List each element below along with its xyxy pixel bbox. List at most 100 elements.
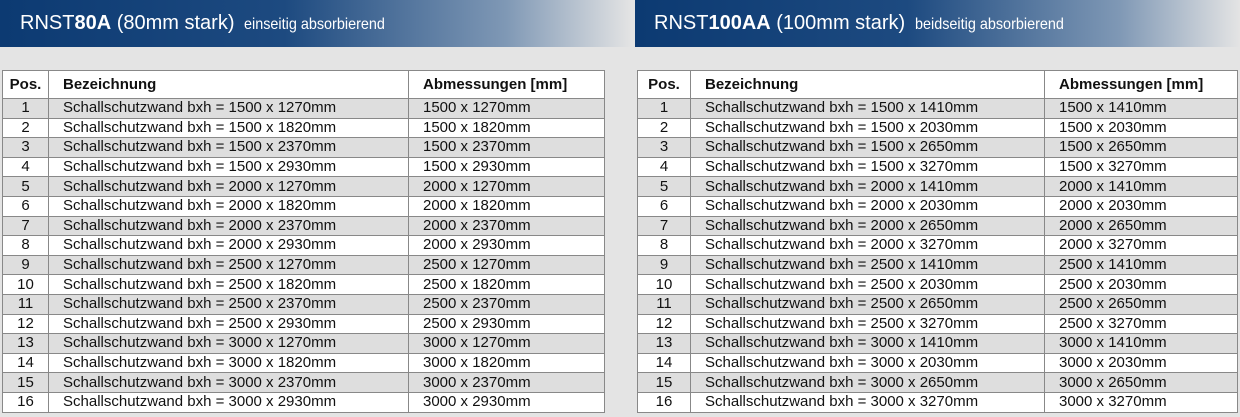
cell-name: Schallschutzwand bxh = 3000 x 1270mm	[48, 333, 409, 354]
cell-dims: 2500 x 2930mm	[408, 313, 605, 335]
header-pos: Pos.	[2, 70, 49, 99]
cell-dims: 2000 x 3270mm	[1044, 235, 1238, 256]
cell-name: Schallschutzwand bxh = 3000 x 2370mm	[48, 372, 409, 393]
title-model: 80A	[74, 12, 112, 34]
cell-pos: 1	[637, 98, 691, 119]
table-row: 14 Schallschutzwand bxh = 3000 x 1820mm 30…	[2, 352, 605, 374]
cell-dims: 2000 x 1270mm	[408, 176, 605, 197]
cell-name: Schallschutzwand bxh = 1500 x 2030mm	[690, 117, 1045, 139]
cell-name: Schallschutzwand bxh = 2000 x 1270mm	[48, 176, 409, 197]
table-row: 5 Schallschutzwand bxh = 2000 x 1410mm 200…	[637, 176, 1238, 197]
cell-pos: 15	[2, 372, 49, 393]
header-dims: Abmessungen [mm]	[1044, 70, 1238, 99]
cell-name: Schallschutzwand bxh = 1500 x 2930mm	[48, 156, 409, 178]
table-row: 10 Schallschutzwand bxh = 2500 x 1820mm 25…	[2, 274, 605, 295]
table-row: 15 Schallschutzwand bxh = 3000 x 2370mm 30…	[2, 372, 605, 393]
cell-name: Schallschutzwand bxh = 2000 x 2930mm	[48, 235, 409, 256]
table-row: 3 Schallschutzwand bxh = 1500 x 2650mm 150…	[637, 137, 1238, 158]
cell-dims: 1500 x 3270mm	[1044, 156, 1238, 178]
cell-pos: 11	[637, 293, 691, 315]
cell-name: Schallschutzwand bxh = 1500 x 2370mm	[48, 137, 409, 158]
table-row: 1 Schallschutzwand bxh = 1500 x 1410mm 150…	[637, 98, 1238, 119]
cell-name: Schallschutzwand bxh = 2500 x 2030mm	[690, 274, 1045, 295]
table-row: 7 Schallschutzwand bxh = 2000 x 2650mm 200…	[637, 215, 1238, 237]
cell-pos: 3	[2, 137, 49, 158]
product-table-rnst100aa: Pos. Bezeichnung Abmessungen [mm] 1 Schal…	[637, 70, 1238, 413]
table-row: 2 Schallschutzwand bxh = 1500 x 1820mm 150…	[2, 117, 605, 139]
header-dims: Abmessungen [mm]	[408, 70, 605, 99]
cell-name: Schallschutzwand bxh = 2500 x 2370mm	[48, 293, 409, 315]
cell-name: Schallschutzwand bxh = 2000 x 1410mm	[690, 176, 1045, 197]
header-pos: Pos.	[637, 70, 691, 99]
cell-name: Schallschutzwand bxh = 2500 x 3270mm	[690, 313, 1045, 335]
cell-dims: 1500 x 1410mm	[1044, 98, 1238, 119]
table-header-row: Pos. Bezeichnung Abmessungen [mm]	[637, 70, 1238, 99]
table-row: 12 Schallschutzwand bxh = 2500 x 2930mm 25…	[2, 313, 605, 335]
table-row: 5 Schallschutzwand bxh = 2000 x 1270mm 200…	[2, 176, 605, 197]
cell-dims: 2500 x 3270mm	[1044, 313, 1238, 335]
cell-pos: 12	[2, 313, 49, 335]
cell-dims: 1500 x 2370mm	[408, 137, 605, 158]
table-row: 16 Schallschutzwand bxh = 3000 x 3270mm 30…	[637, 391, 1238, 413]
cell-pos: 9	[2, 254, 49, 276]
cell-dims: 3000 x 3270mm	[1044, 391, 1238, 413]
table-row: 8 Schallschutzwand bxh = 2000 x 3270mm 200…	[637, 235, 1238, 256]
cell-dims: 3000 x 1820mm	[408, 352, 605, 374]
cell-pos: 5	[637, 176, 691, 197]
cell-pos: 8	[2, 235, 49, 256]
cell-name: Schallschutzwand bxh = 3000 x 2650mm	[690, 372, 1045, 393]
table-row: 4 Schallschutzwand bxh = 1500 x 2930mm 150…	[2, 156, 605, 178]
cell-name: Schallschutzwand bxh = 2500 x 1820mm	[48, 274, 409, 295]
cell-pos: 14	[637, 352, 691, 374]
cell-pos: 9	[637, 254, 691, 276]
cell-name: Schallschutzwand bxh = 2500 x 2650mm	[690, 293, 1045, 315]
cell-pos: 15	[637, 372, 691, 393]
table-row: 3 Schallschutzwand bxh = 1500 x 2370mm 150…	[2, 137, 605, 158]
table-row: 7 Schallschutzwand bxh = 2000 x 2370mm 200…	[2, 215, 605, 237]
cell-pos: 2	[2, 117, 49, 139]
cell-dims: 1500 x 2930mm	[408, 156, 605, 178]
table-row: 1 Schallschutzwand bxh = 1500 x 1270mm 150…	[2, 98, 605, 119]
header-band-rnst100aa: RNST100AA (100mm stark) beidseitig absor…	[635, 0, 1240, 47]
cell-dims: 2000 x 1820mm	[408, 195, 605, 217]
title-thickness: (80mm stark)	[111, 12, 235, 34]
table-header-row: Pos. Bezeichnung Abmessungen [mm]	[2, 70, 605, 99]
header-name: Bezeichnung	[48, 70, 409, 99]
cell-dims: 3000 x 2930mm	[408, 391, 605, 413]
cell-dims: 3000 x 1270mm	[408, 333, 605, 354]
cell-pos: 13	[2, 333, 49, 354]
table-row: 16 Schallschutzwand bxh = 3000 x 2930mm 30…	[2, 391, 605, 413]
cell-name: Schallschutzwand bxh = 3000 x 2030mm	[690, 352, 1045, 374]
cell-name: Schallschutzwand bxh = 2000 x 3270mm	[690, 235, 1045, 256]
cell-pos: 14	[2, 352, 49, 374]
title-subtitle: einseitig absorbierend	[244, 16, 385, 33]
table-row: 2 Schallschutzwand bxh = 1500 x 2030mm 150…	[637, 117, 1238, 139]
cell-name: Schallschutzwand bxh = 3000 x 1820mm	[48, 352, 409, 374]
cell-pos: 5	[2, 176, 49, 197]
cell-dims: 3000 x 1410mm	[1044, 333, 1238, 354]
cell-dims: 1500 x 2030mm	[1044, 117, 1238, 139]
cell-pos: 11	[2, 293, 49, 315]
title-model: 100AA	[708, 12, 771, 34]
cell-pos: 4	[637, 156, 691, 178]
cell-name: Schallschutzwand bxh = 2000 x 2370mm	[48, 215, 409, 237]
cell-name: Schallschutzwand bxh = 2500 x 1270mm	[48, 254, 409, 276]
cell-name: Schallschutzwand bxh = 2000 x 2030mm	[690, 195, 1045, 217]
cell-pos: 7	[637, 215, 691, 237]
cell-pos: 4	[2, 156, 49, 178]
cell-dims: 1500 x 2650mm	[1044, 137, 1238, 158]
title-prefix: RNST	[20, 12, 75, 34]
cell-pos: 16	[2, 391, 49, 413]
cell-name: Schallschutzwand bxh = 1500 x 3270mm	[690, 156, 1045, 178]
cell-pos: 12	[637, 313, 691, 335]
table-row: 11 Schallschutzwand bxh = 2500 x 2650mm 25…	[637, 293, 1238, 315]
cell-name: Schallschutzwand bxh = 3000 x 2930mm	[48, 391, 409, 413]
header-band-rnst80a: RNST80A (80mm stark) einseitig absorbier…	[0, 0, 632, 47]
cell-dims: 2500 x 2030mm	[1044, 274, 1238, 295]
table-row: 12 Schallschutzwand bxh = 2500 x 3270mm 25…	[637, 313, 1238, 335]
cell-dims: 2000 x 2030mm	[1044, 195, 1238, 217]
table-row: 15 Schallschutzwand bxh = 3000 x 2650mm 30…	[637, 372, 1238, 393]
title-subtitle: beidseitig absorbierend	[914, 16, 1064, 33]
cell-pos: 10	[2, 274, 49, 295]
cell-dims: 2000 x 2650mm	[1044, 215, 1238, 237]
